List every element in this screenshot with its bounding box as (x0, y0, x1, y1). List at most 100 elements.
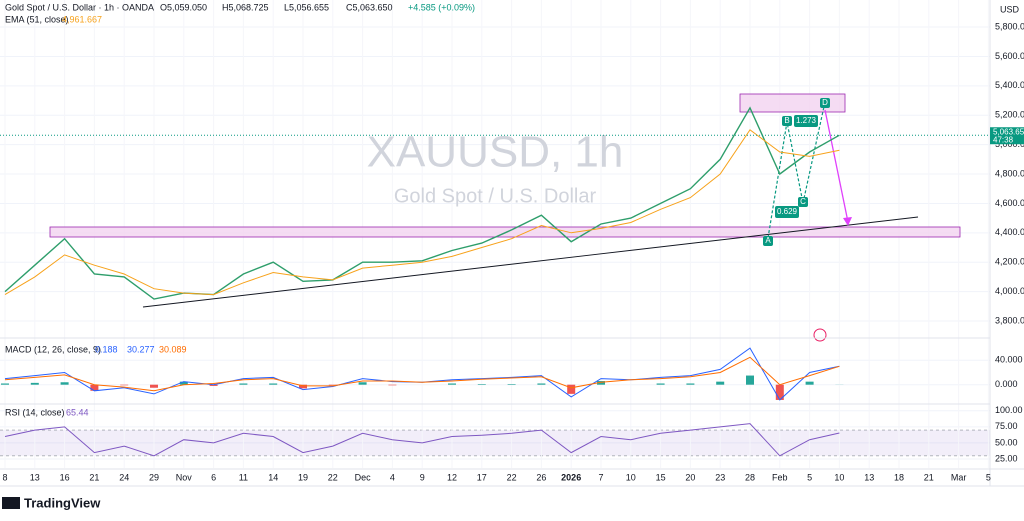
y-tick-label: 25.00 (995, 453, 1018, 463)
histogram-bar (686, 383, 695, 385)
x-tick-label: 8 (2, 472, 7, 482)
histogram-bar (239, 383, 248, 385)
last-price: 5,063.650 (993, 127, 1024, 136)
histogram-bar (805, 381, 814, 385)
y-tick-label: 5,800.000 (995, 21, 1024, 31)
legend-value: 65.44 (66, 407, 89, 417)
series-line (4, 423, 840, 457)
x-tick-label: 6 (211, 472, 216, 482)
x-tick-label: 10 (834, 472, 844, 482)
y-tick-label: 3,800.000 (995, 315, 1024, 325)
histogram-bar (179, 381, 188, 385)
y-tick-label: 4,600.000 (995, 198, 1024, 208)
y-tick-label: 4,200.000 (995, 257, 1024, 267)
histogram-bar (328, 384, 337, 386)
y-tick-label: 50.00 (995, 437, 1018, 447)
histogram-bar (358, 382, 367, 385)
series-line (4, 356, 840, 392)
x-tick-label: 4 (390, 472, 395, 482)
pattern-point (820, 98, 830, 108)
x-tick-label: Mar (951, 472, 967, 482)
x-tick-label: 21 (89, 472, 99, 482)
x-tick-label: 29 (149, 472, 159, 482)
countdown: 47:38 (993, 135, 1014, 144)
y-tick-label: 5,200.000 (995, 110, 1024, 120)
histogram-bar (477, 384, 486, 385)
ratio-box (794, 115, 818, 127)
histogram-bar (716, 381, 725, 385)
legend-value: O5,059.050 (160, 2, 207, 12)
pattern-point (782, 116, 792, 126)
ema-legend: EMA (51, close) (5, 14, 69, 24)
currency: USD (1000, 4, 1020, 14)
x-tick-label: 9 (420, 472, 425, 482)
projection-arrow (824, 109, 849, 223)
x-tick-label: 11 (239, 472, 248, 482)
x-tick-label: 14 (268, 472, 278, 482)
y-tick-label: 4,800.000 (995, 168, 1024, 178)
ratio-box (775, 206, 799, 218)
watermark-symbol: XAUUSD, 1h (367, 128, 624, 177)
x-tick-label: 28 (745, 472, 755, 482)
x-tick-label: 7 (598, 472, 603, 482)
y-tick-label: 40.000 (995, 355, 1023, 365)
histogram-bar (1, 383, 9, 385)
macd-legend: MACD (12, 26, close, 9) (5, 344, 101, 354)
series-line (4, 106, 840, 300)
x-tick-label: 21 (924, 472, 934, 482)
x-tick-label: 24 (119, 472, 129, 482)
y-tick-label: 4,400.000 (995, 227, 1024, 237)
histogram-bar (775, 384, 784, 400)
pattern-point (763, 236, 773, 246)
ema-value: 4,961.667 (62, 14, 102, 24)
pattern-point (798, 197, 808, 207)
y-tick-label: 5,400.000 (995, 80, 1024, 90)
pattern-label: B (784, 116, 789, 125)
ratio-label: 1.273 (796, 116, 817, 125)
histogram-bar (150, 384, 158, 388)
resistance-zone (739, 93, 846, 113)
x-tick-label: 26 (536, 472, 546, 482)
histogram-bar (299, 384, 307, 389)
x-tick-label: 19 (298, 472, 308, 482)
watermark-name: Gold Spot / U.S. Dollar (394, 185, 597, 207)
x-tick-label: 18 (894, 472, 904, 482)
last-price-box (990, 127, 1024, 145)
x-tick-label: 5 (986, 472, 991, 482)
legend-value: 30.089 (159, 344, 187, 354)
x-tick-label: 13 (864, 472, 874, 482)
histogram-bar (507, 384, 516, 385)
x-tick-label: 16 (60, 472, 70, 482)
histogram-bar (90, 384, 99, 391)
arrow-head (843, 217, 852, 226)
x-tick-label: 22 (328, 472, 338, 482)
pattern-label: D (822, 98, 828, 107)
x-tick-label: 12 (447, 472, 457, 482)
x-tick-label: 23 (715, 472, 725, 482)
y-tick-label: 100.00 (995, 405, 1023, 415)
histogram-bar (388, 384, 397, 386)
histogram-bar (448, 383, 456, 385)
harmonic-pattern (767, 101, 826, 239)
series-line (4, 129, 840, 296)
brand: TradingView (24, 495, 101, 510)
legend-value: 0.188 (95, 344, 118, 354)
symbol-title: Gold Spot / U.S. Dollar · 1h · OANDA (5, 2, 154, 12)
pattern-label: C (800, 197, 806, 206)
x-tick-label: 10 (626, 472, 636, 482)
x-tick-label: 13 (30, 472, 40, 482)
histogram-bar (746, 375, 754, 385)
legend-value: H5,068.725 (222, 2, 269, 12)
y-tick-label: 4,000.000 (995, 286, 1024, 296)
histogram-bar (209, 384, 218, 386)
histogram-bar (30, 382, 39, 385)
x-tick-label: 2026 (561, 472, 581, 482)
histogram-bar (537, 383, 546, 385)
histogram-bar (656, 383, 665, 385)
x-tick-label: Nov (176, 472, 193, 482)
x-tick-label: 20 (685, 472, 695, 482)
y-tick-label: 5,600.000 (995, 51, 1024, 61)
x-tick-label: Feb (772, 472, 788, 482)
ratio-label: 0.629 (777, 207, 798, 216)
